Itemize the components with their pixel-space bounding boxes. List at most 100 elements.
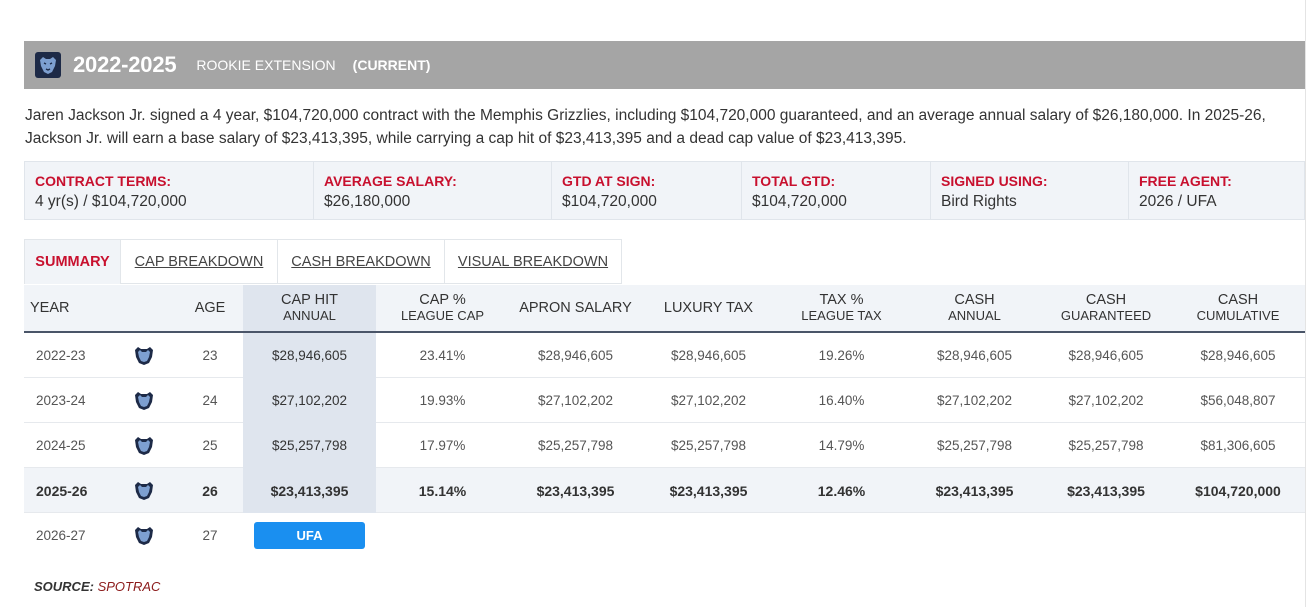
term-label: SIGNED USING:	[941, 173, 1048, 189]
cell-cash-annual: $25,257,798	[936, 438, 1013, 453]
cell-cash-cumulative: $81,306,605	[1200, 438, 1276, 453]
cell-tax-pct: 19.26%	[818, 348, 865, 363]
source-credit: SOURCE: SPOTRAC	[34, 579, 160, 594]
grizzlies-logo-icon	[129, 333, 159, 378]
cell-luxury-tax: $27,102,202	[670, 393, 747, 408]
cell-apron-salary: $25,257,798	[537, 438, 614, 453]
term-value: 4 yr(s) / $104,720,000	[35, 193, 187, 210]
term-label: CONTRACT TERMS:	[35, 173, 172, 189]
term-free-agent: FREE AGENT: 2026 / UFA	[1129, 162, 1304, 219]
table-row: 2024-25 25 $25,257,798 17.97% $25,257,798 $25…	[24, 423, 1305, 468]
term-contract-terms: CONTRACT TERMS: 4 yr(s) / $104,720,000	[25, 162, 314, 219]
contract-table: YEAR AGE CAP HIT ANNUAL CAP % LEAGUE CAP A…	[24, 285, 1305, 558]
cell-apron-salary: $28,946,605	[537, 348, 614, 363]
cell-apron-salary: $27,102,202	[537, 393, 614, 408]
contract-years: 2022-2025	[73, 52, 177, 77]
term-label: FREE AGENT:	[1139, 173, 1232, 189]
grizzlies-logo-icon	[129, 513, 159, 558]
breakdown-tabs: SUMMARY CAP BREAKDOWN CASH BREAKDOWN VIS…	[24, 239, 622, 284]
col-cash-annual: CASH ANNUAL	[948, 292, 1001, 324]
term-signed-using: SIGNED USING: Bird Rights	[931, 162, 1129, 219]
col-tax-pct: TAX % LEAGUE TAX	[801, 292, 882, 324]
table-row: 2025-26 26 $23,413,395 15.14% $23,413,395 $23…	[24, 468, 1305, 513]
term-label: AVERAGE SALARY:	[324, 173, 457, 189]
cell-cash-guaranteed: $25,257,798	[1068, 438, 1144, 453]
tab-cash-breakdown[interactable]: CASH BREAKDOWN	[278, 239, 445, 284]
col-cap-pct: CAP % LEAGUE CAP	[400, 292, 485, 324]
table-row: 2023-24 24 $27,102,202 19.93% $27,102,202 $27…	[24, 378, 1305, 423]
cell-luxury-tax: $25,257,798	[670, 438, 747, 453]
tab-visual-breakdown[interactable]: VISUAL BREAKDOWN	[445, 239, 622, 284]
cell-cash-cumulative: $28,946,605	[1200, 348, 1276, 363]
cell-cap-hit: $27,102,202	[243, 378, 376, 423]
source-brand[interactable]: SPOTRAC	[97, 579, 161, 594]
term-average-salary: AVERAGE SALARY: $26,180,000	[314, 162, 552, 219]
tab-cap-breakdown[interactable]: CAP BREAKDOWN	[121, 239, 278, 284]
term-value: Bird Rights	[941, 193, 1017, 210]
cell-tax-pct: 14.79%	[818, 438, 865, 453]
cell-age: 27	[202, 528, 218, 543]
term-label: GTD AT SIGN:	[562, 173, 656, 189]
cell-year: 2026-27	[36, 528, 86, 543]
col-apron-salary: APRON SALARY	[519, 299, 632, 316]
term-value: $104,720,000	[562, 193, 657, 210]
grizzlies-logo-icon	[34, 51, 62, 79]
contract-type: ROOKIE EXTENSION	[196, 57, 336, 73]
cell-cap-hit: $23,413,395	[243, 468, 376, 513]
table-row: 2022-23 23 $28,946,605 23.41% $28,946,605 $28…	[24, 333, 1305, 378]
cell-cash-cumulative: $104,720,000	[1195, 482, 1281, 499]
cell-tax-pct: 12.46%	[817, 482, 866, 499]
term-value: $26,180,000	[324, 193, 411, 210]
cell-cap-pct: 15.14%	[418, 482, 467, 499]
col-cash-guaranteed: CASH GUARANTEED	[1060, 292, 1152, 324]
cell-year: 2023-24	[36, 393, 86, 408]
cell-cash-guaranteed: $23,413,395	[1067, 482, 1145, 499]
cell-tax-pct: 16.40%	[818, 393, 865, 408]
cell-cash-annual: $28,946,605	[936, 348, 1013, 363]
cell-year: 2022-23	[36, 348, 86, 363]
contract-summary: Jaren Jackson Jr. signed a 4 year, $104,…	[25, 107, 1266, 147]
table-body: 2022-23 23 $28,946,605 23.41% $28,946,605 $28…	[24, 333, 1305, 513]
cell-cap-hit: $28,946,605	[243, 333, 376, 378]
grizzlies-logo-icon	[129, 423, 159, 468]
table-row-free-agent: 2026-27 27 UFA	[24, 513, 1305, 558]
cell-age: 25	[202, 438, 218, 453]
ufa-badge[interactable]: UFA	[254, 522, 365, 549]
col-age: AGE	[194, 299, 226, 316]
cell-ufa: UFA	[243, 513, 376, 558]
col-cash-cumulative: CASH CUMULATIVE	[1196, 292, 1280, 324]
cell-year: 2025-26	[36, 482, 88, 499]
col-luxury-tax: LUXURY TAX	[663, 299, 754, 316]
term-value: $104,720,000	[752, 193, 847, 210]
cell-cap-hit: $25,257,798	[243, 423, 376, 468]
term-gtd-at-sign: GTD AT SIGN: $104,720,000	[552, 162, 742, 219]
contract-status: (CURRENT)	[352, 57, 431, 73]
cell-luxury-tax: $28,946,605	[670, 348, 747, 363]
cell-apron-salary: $23,413,395	[536, 482, 615, 499]
cell-cash-annual: $27,102,202	[936, 393, 1013, 408]
term-total-gtd: TOTAL GTD: $104,720,000	[742, 162, 931, 219]
contract-terms-strip: CONTRACT TERMS: 4 yr(s) / $104,720,000 A…	[24, 161, 1305, 220]
cell-year: 2024-25	[36, 438, 86, 453]
cell-cash-guaranteed: $28,946,605	[1068, 348, 1144, 363]
cell-cap-pct: 17.97%	[419, 438, 466, 453]
cell-cash-annual: $23,413,395	[935, 482, 1014, 499]
cell-age: 24	[202, 393, 218, 408]
grizzlies-logo-icon	[129, 378, 159, 423]
cell-luxury-tax: $23,413,395	[669, 482, 748, 499]
cell-cap-pct: 23.41%	[419, 348, 466, 363]
grizzlies-logo-icon	[129, 468, 159, 513]
col-cap-hit: CAP HIT ANNUAL	[243, 285, 376, 331]
contract-header: 2022-2025 ROOKIE EXTENSION (CURRENT)	[24, 41, 1305, 89]
tab-summary[interactable]: SUMMARY	[24, 239, 121, 284]
cell-age: 23	[202, 348, 218, 363]
table-header: YEAR AGE CAP HIT ANNUAL CAP % LEAGUE CAP A…	[24, 285, 1305, 333]
cell-cash-guaranteed: $27,102,202	[1068, 393, 1144, 408]
term-value: 2026 / UFA	[1139, 193, 1217, 210]
cell-age: 26	[202, 482, 218, 499]
col-year: YEAR	[30, 299, 70, 316]
term-label: TOTAL GTD:	[752, 173, 836, 189]
cell-cap-pct: 19.93%	[419, 393, 466, 408]
cell-cash-cumulative: $56,048,807	[1200, 393, 1276, 408]
source-label: SOURCE:	[34, 579, 94, 594]
